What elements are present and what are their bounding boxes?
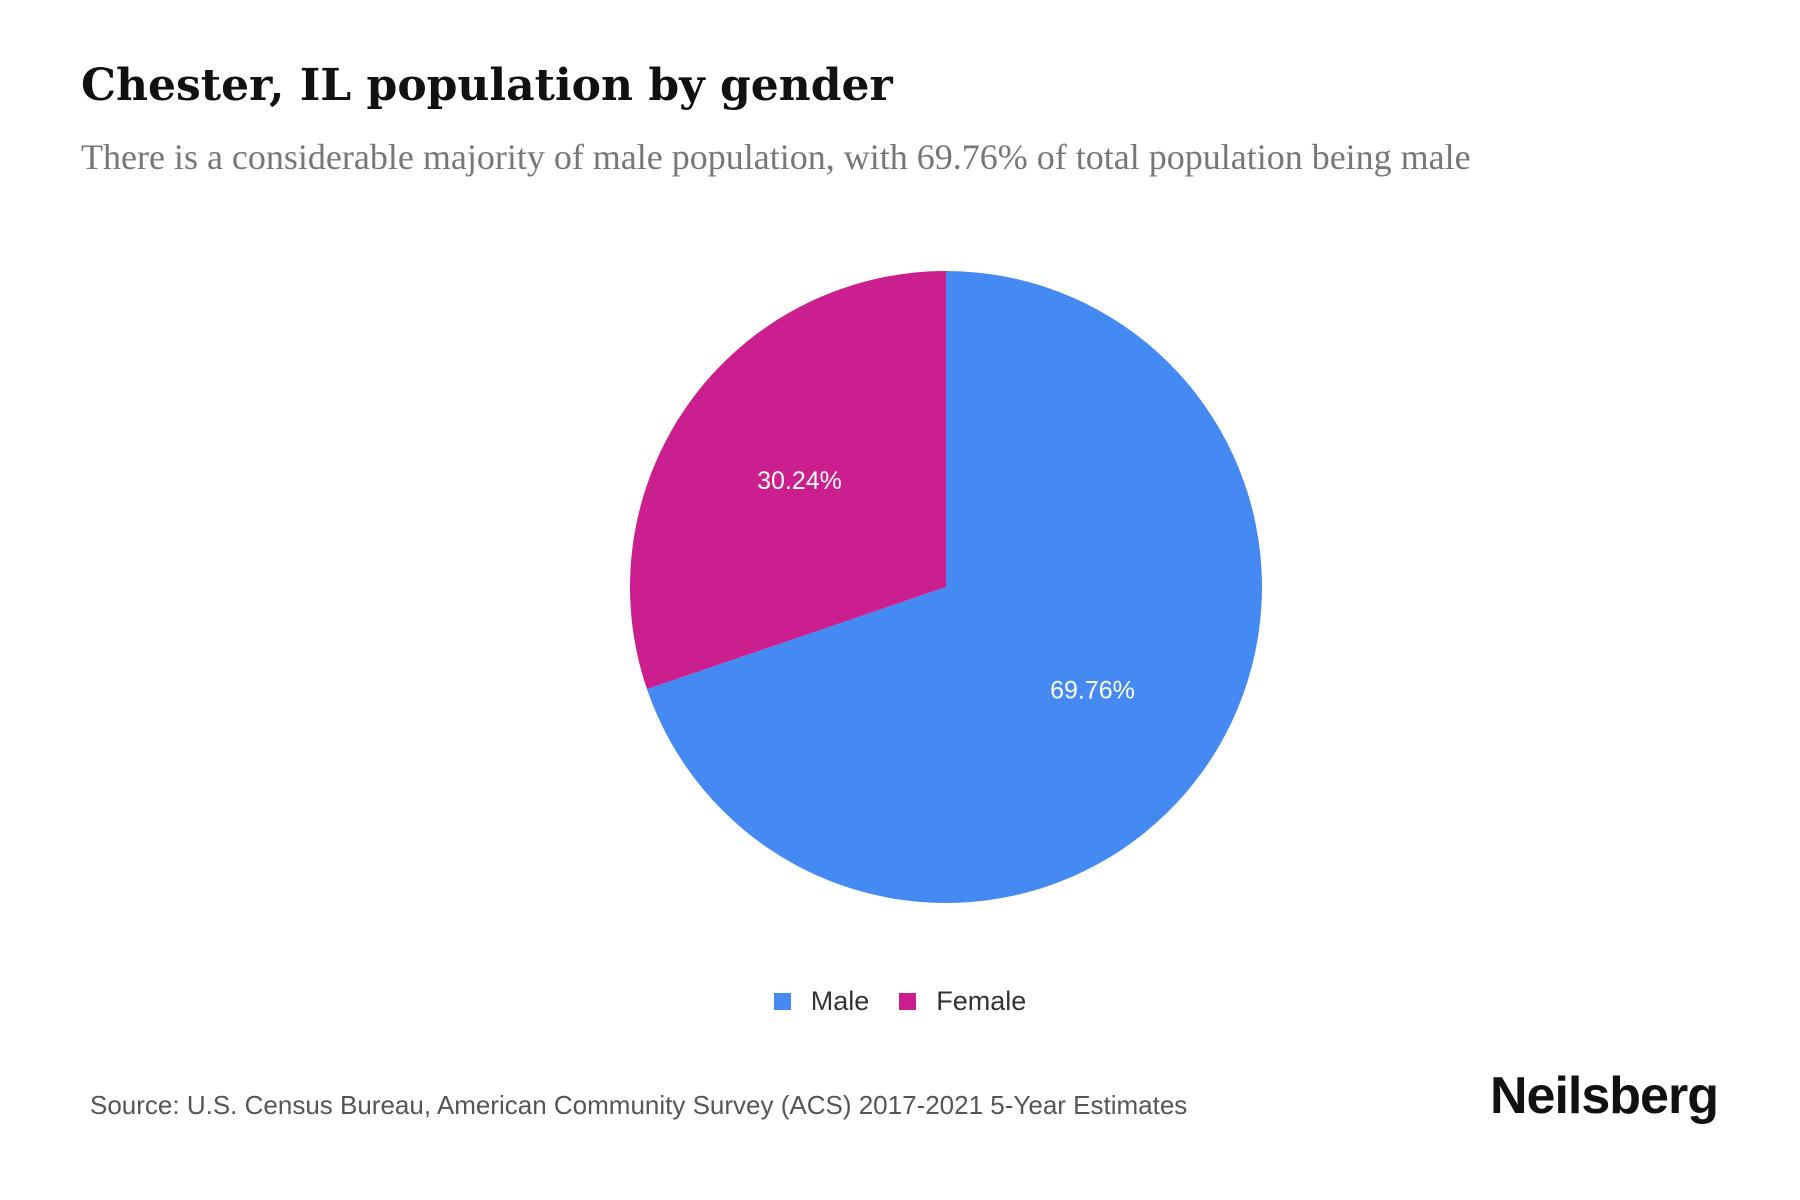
- source-note: Source: U.S. Census Bureau, American Com…: [90, 1090, 1188, 1120]
- legend-label-male: Male: [810, 986, 870, 1016]
- legend-item-female: Female: [899, 986, 1026, 1017]
- pie-slice-female: [630, 271, 946, 690]
- legend-swatch-male: [773, 993, 791, 1010]
- pie-slice-male: [646, 271, 1263, 903]
- data-label-female: 30.24%: [757, 467, 842, 495]
- legend: Male Female: [0, 986, 1800, 1017]
- legend-label-female: Female: [936, 986, 1027, 1016]
- data-label-male: 69.76%: [1050, 676, 1135, 704]
- legend-swatch-female: [899, 993, 917, 1010]
- chart-title: Chester, IL population by gender: [81, 60, 893, 111]
- legend-item-male: Male: [773, 986, 870, 1017]
- chart-subtitle: There is a considerable majority of male…: [81, 137, 1471, 177]
- brand-logo: Neilsberg: [1490, 1067, 1719, 1125]
